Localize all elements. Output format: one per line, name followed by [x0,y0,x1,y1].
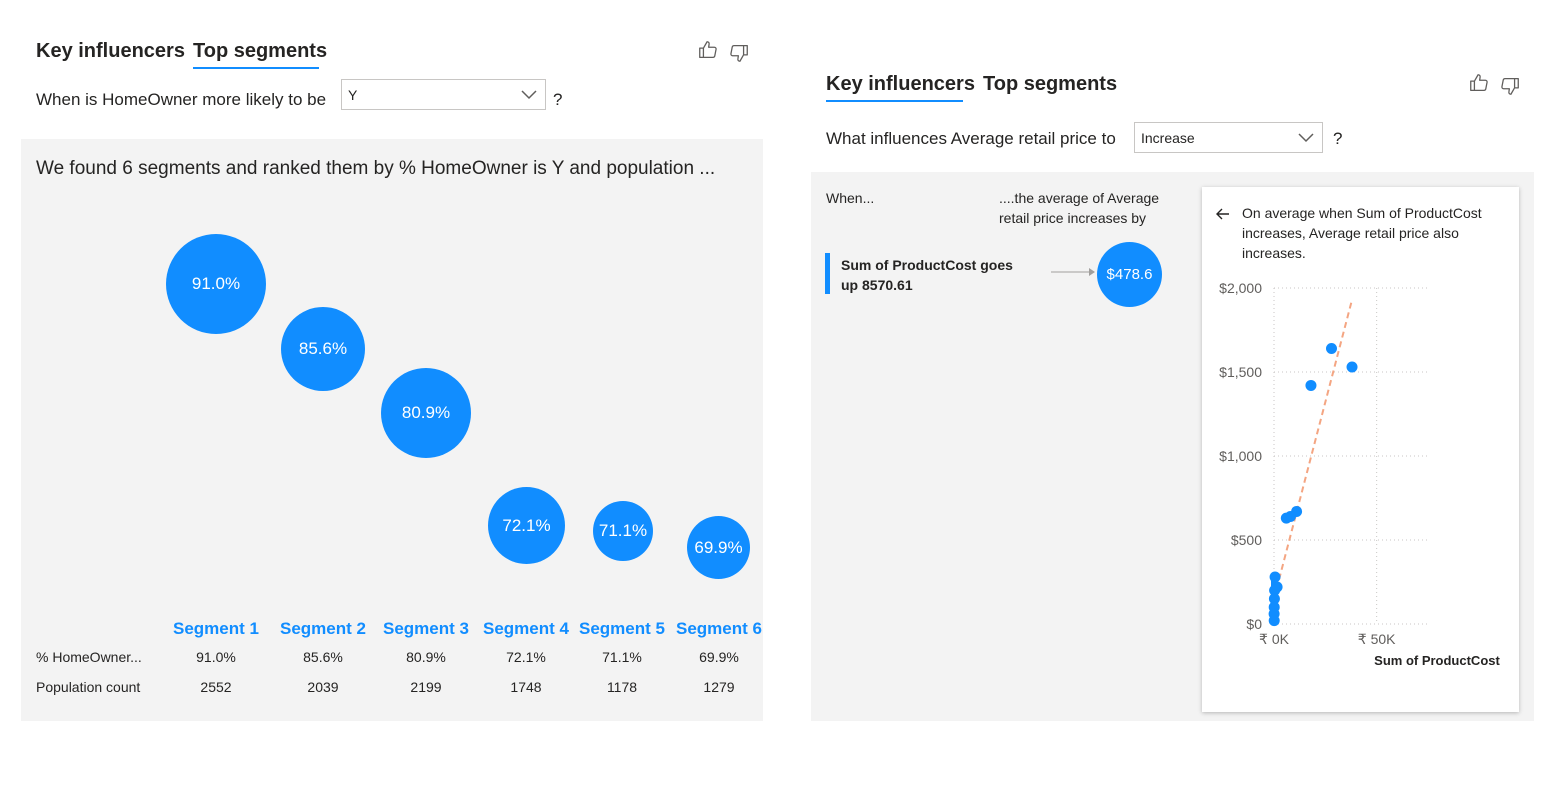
thumbs-up-icon[interactable] [1468,72,1490,94]
segment-6-percent: 69.9% [699,649,739,665]
detail-card [1202,187,1519,712]
segment-2-percent: 85.6% [303,649,343,665]
row-label-percent: % HomeOwner... [36,649,142,665]
y-tick-label: $1,000 [1219,448,1262,464]
thumbs-up-icon[interactable] [697,39,719,61]
row-label-population: Population count [36,679,141,695]
influencer-label-line2[interactable]: up 8570.61 [841,277,913,293]
data-point [1269,571,1281,583]
segment-4-population: 1748 [510,679,542,695]
influencer-label-line1[interactable]: Sum of ProductCost goes [841,257,1013,273]
card-explanation-line3: increases. [1242,245,1306,261]
back-arrow-icon[interactable] [1215,206,1231,222]
data-point [1268,615,1280,627]
scatter-chart[interactable]: $2,000 $1,500 $1,000 $500 $0₹ 0K ₹ 50K Sum of … [1202,270,1519,690]
segment-5-label[interactable]: Segment 5 [579,619,665,638]
segment-6-bubble[interactable]: 69.9% [687,516,750,579]
trend-line [1273,299,1353,600]
y-tick-label: $2,000 [1219,280,1262,296]
segment-3-percent: 80.9% [406,649,446,665]
chevron-down-icon [1298,132,1314,142]
right-question-mark: ? [1333,129,1343,148]
data-point [1305,379,1317,391]
segment-4-percent: 72.1% [506,649,546,665]
thumbs-down-icon[interactable] [1499,75,1521,97]
col-then-header-line1: ....the average of Average [999,190,1160,206]
segment-6-population: 1279 [703,679,735,695]
right-dropdown-value: Increase [1141,129,1195,146]
segments-summary: We found 6 segments and ranked them by %… [36,158,716,179]
y-tick-label: $500 [1231,532,1262,548]
segment-2-label[interactable]: Segment 2 [280,619,366,638]
segment-5-bubble[interactable]: 71.1% [593,501,653,561]
data-point [1325,342,1337,354]
segment-4-label[interactable]: Segment 4 [483,619,569,638]
segment-2-population: 2039 [307,679,339,695]
right-question-text: What influences Average retail price to [826,129,1116,148]
segment-4-bubble[interactable]: 72.1% [488,487,565,564]
card-explanation-line2: increases, Average retail price also [1242,225,1459,241]
left-dropdown-value: Y [348,86,358,103]
right-target-dropdown[interactable]: Increase [1134,122,1323,153]
y-tick-label: $0 [1246,616,1262,632]
left-tab-top-segments[interactable]: Top segments [193,40,328,62]
x-axis-title: Sum of ProductCost [1374,653,1500,668]
influencer-selected-bar [825,253,830,294]
x-tick-label: ₹ 0K [1259,631,1290,647]
segment-5-percent: 71.1% [602,649,642,665]
col-when-header: When... [826,190,875,206]
right-tab-key-influencers[interactable]: Key influencers [826,73,975,95]
y-tick-label: $1,500 [1219,364,1262,380]
col-then-header-line2: retail price increases by [999,210,1147,226]
card-explanation-line1: On average when Sum of ProductCost [1242,205,1482,221]
segment-3-label[interactable]: Segment 3 [383,619,469,638]
right-tab-top-segments[interactable]: Top segments [983,73,1118,95]
left-tab-active-underline [193,67,319,69]
data-point [1268,593,1280,605]
segment-6-label[interactable]: Segment 6 [676,619,762,638]
segment-2-bubble[interactable]: 85.6% [281,307,365,391]
left-question-text: When is HomeOwner more likely to be [36,90,327,109]
segment-1-population: 2552 [200,679,232,695]
segment-1-bubble[interactable]: 91.0% [166,234,266,334]
segment-3-bubble[interactable]: 80.9% [381,368,471,458]
data-point [1280,512,1292,524]
left-tab-key-influencers[interactable]: Key influencers [36,40,185,62]
segment-3-population: 2199 [410,679,442,695]
x-tick-label: ₹ 50K [1358,631,1396,647]
chevron-down-icon [521,89,537,99]
segment-5-population: 1178 [606,679,638,695]
segment-1-label[interactable]: Segment 1 [173,619,259,638]
segment-1-percent: 91.0% [196,649,236,665]
arrow-right-icon [1051,268,1095,276]
left-target-dropdown[interactable]: Y [341,79,546,110]
thumbs-down-icon[interactable] [728,42,750,64]
data-point [1269,584,1281,596]
influencer-value-bubble[interactable]: $478.6 [1097,242,1162,307]
left-question-mark: ? [553,90,563,109]
data-point [1346,361,1358,373]
right-tab-active-underline [826,100,963,102]
